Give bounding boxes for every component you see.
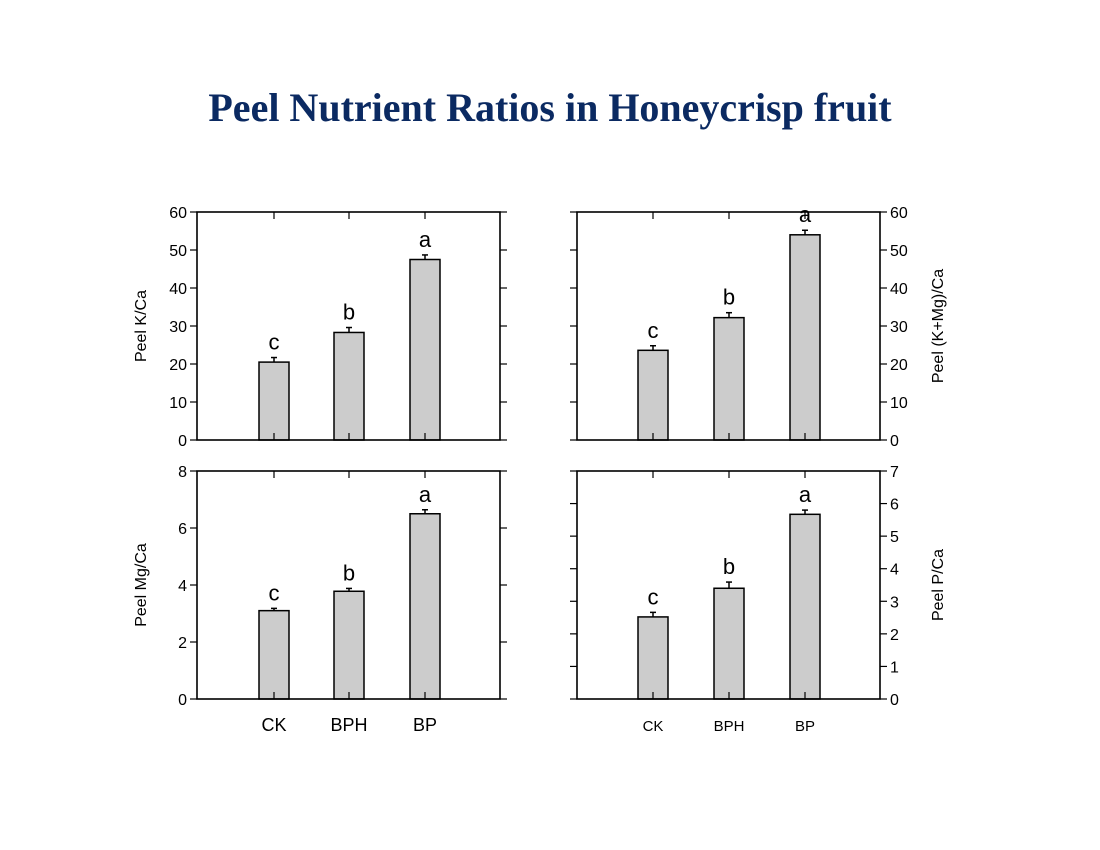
significance-letter: c <box>269 580 280 605</box>
page-title: Peel Nutrient Ratios in Honeycrisp fruit <box>208 85 892 130</box>
y-tick-label: 0 <box>178 433 187 450</box>
plot-frame <box>576 470 881 700</box>
category-label-bph: BPH <box>330 715 367 735</box>
category-label-bp: BP <box>795 718 815 735</box>
significance-letter: b <box>723 285 735 310</box>
y-tick-label: 40 <box>169 281 187 298</box>
category-label-bp: BP <box>413 715 437 735</box>
y-tick-label: 0 <box>890 692 899 709</box>
y-tick-label: 50 <box>169 243 187 260</box>
chart-panel-bottom-left: c CK b BPH a BP 0 2 4 6 8 Peel Mg/Ca <box>133 464 507 735</box>
y-tick-label: 10 <box>890 395 908 412</box>
y-tick-label: 30 <box>890 319 908 336</box>
bar-bp <box>789 513 821 700</box>
y-tick-label: 0 <box>890 433 899 450</box>
y-tick-label: 4 <box>890 562 899 579</box>
bar-ck <box>258 361 290 441</box>
y-axis-label: Peel K/Ca <box>133 290 150 362</box>
y-tick-label: 5 <box>890 529 899 546</box>
significance-letter: b <box>343 300 355 325</box>
bar-ck <box>637 349 669 441</box>
significance-letter: a <box>419 482 432 507</box>
plot-frame <box>196 470 501 700</box>
y-tick-label: 7 <box>890 464 899 481</box>
y-tick-label: 20 <box>169 357 187 374</box>
significance-letter: a <box>419 227 432 252</box>
category-label-ck: CK <box>643 718 664 735</box>
significance-letter: b <box>343 560 355 585</box>
category-label-ck: CK <box>261 715 286 735</box>
significance-letter: b <box>723 554 735 579</box>
bar-ck <box>258 609 290 700</box>
y-tick-label: 0 <box>178 692 187 709</box>
y-tick-label: 3 <box>890 594 899 611</box>
y-tick-label: 60 <box>890 205 908 222</box>
y-tick-label: 60 <box>169 205 187 222</box>
significance-letter: a <box>799 482 812 507</box>
plot-frame <box>576 211 881 441</box>
bar-bph <box>713 587 745 700</box>
significance-letter: c <box>648 584 659 609</box>
y-tick-label: 8 <box>178 464 187 481</box>
bar-bp <box>409 513 441 700</box>
plot-frame <box>196 211 501 441</box>
bar-bph <box>713 316 745 441</box>
bar-bph <box>333 590 365 700</box>
y-axis-label: Peel (K+Mg)/Ca <box>930 269 947 383</box>
y-tick-label: 6 <box>178 521 187 538</box>
y-axis-label: Peel P/Ca <box>930 549 947 621</box>
bar-ck <box>637 616 669 700</box>
y-tick-label: 1 <box>890 659 899 676</box>
significance-letter: c <box>269 330 280 355</box>
chart-panel-bottom-right: c CK b BPH a BP 0 1 2 3 4 5 6 7 Peel P/Ca <box>570 464 947 735</box>
y-tick-label: 2 <box>178 635 187 652</box>
y-tick-label: 2 <box>890 627 899 644</box>
y-tick-label: 50 <box>890 243 908 260</box>
y-tick-label: 40 <box>890 281 908 298</box>
y-tick-label: 30 <box>169 319 187 336</box>
significance-letter: c <box>648 318 659 343</box>
y-tick-label: 6 <box>890 497 899 514</box>
chart-panel-top-left: c b a 0 10 20 30 40 50 60 Peel K/Ca <box>133 205 507 450</box>
category-label-bph: BPH <box>714 718 745 735</box>
bar-bp <box>409 258 441 441</box>
y-tick-label: 4 <box>178 578 187 595</box>
y-tick-label: 10 <box>169 395 187 412</box>
y-axis-label: Peel Mg/Ca <box>133 543 150 627</box>
bar-bp <box>789 234 821 441</box>
bar-bph <box>333 331 365 441</box>
y-tick-label: 20 <box>890 357 908 374</box>
